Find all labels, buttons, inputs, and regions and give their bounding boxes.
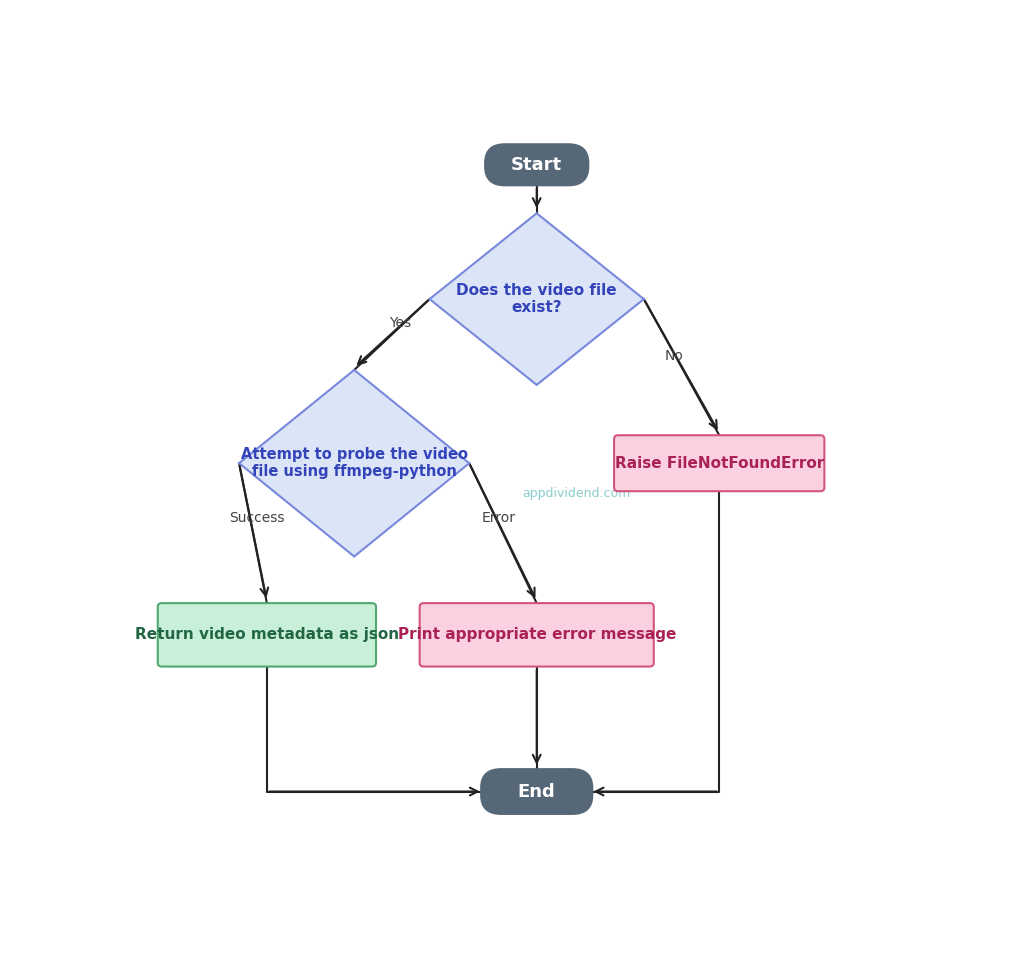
Text: No: No — [665, 349, 683, 363]
FancyBboxPatch shape — [481, 769, 592, 814]
FancyBboxPatch shape — [614, 435, 824, 491]
Text: Error: Error — [482, 512, 516, 525]
Polygon shape — [430, 213, 644, 385]
Text: appdividend.com: appdividend.com — [522, 486, 631, 500]
FancyBboxPatch shape — [420, 603, 653, 667]
Text: Does the video file
exist?: Does the video file exist? — [457, 283, 617, 315]
Text: Attempt to probe the video
file using ffmpeg-python: Attempt to probe the video file using ff… — [241, 447, 468, 480]
Text: End: End — [518, 783, 556, 800]
FancyBboxPatch shape — [158, 603, 376, 667]
Text: Return video metadata as json: Return video metadata as json — [135, 627, 399, 642]
Text: Print appropriate error message: Print appropriate error message — [397, 627, 676, 642]
Polygon shape — [239, 370, 469, 556]
Text: Start: Start — [511, 156, 562, 173]
Text: Raise FileNotFoundError: Raise FileNotFoundError — [614, 455, 824, 471]
Text: Success: Success — [229, 512, 285, 525]
FancyBboxPatch shape — [485, 144, 588, 185]
Text: Yes: Yes — [389, 316, 411, 330]
